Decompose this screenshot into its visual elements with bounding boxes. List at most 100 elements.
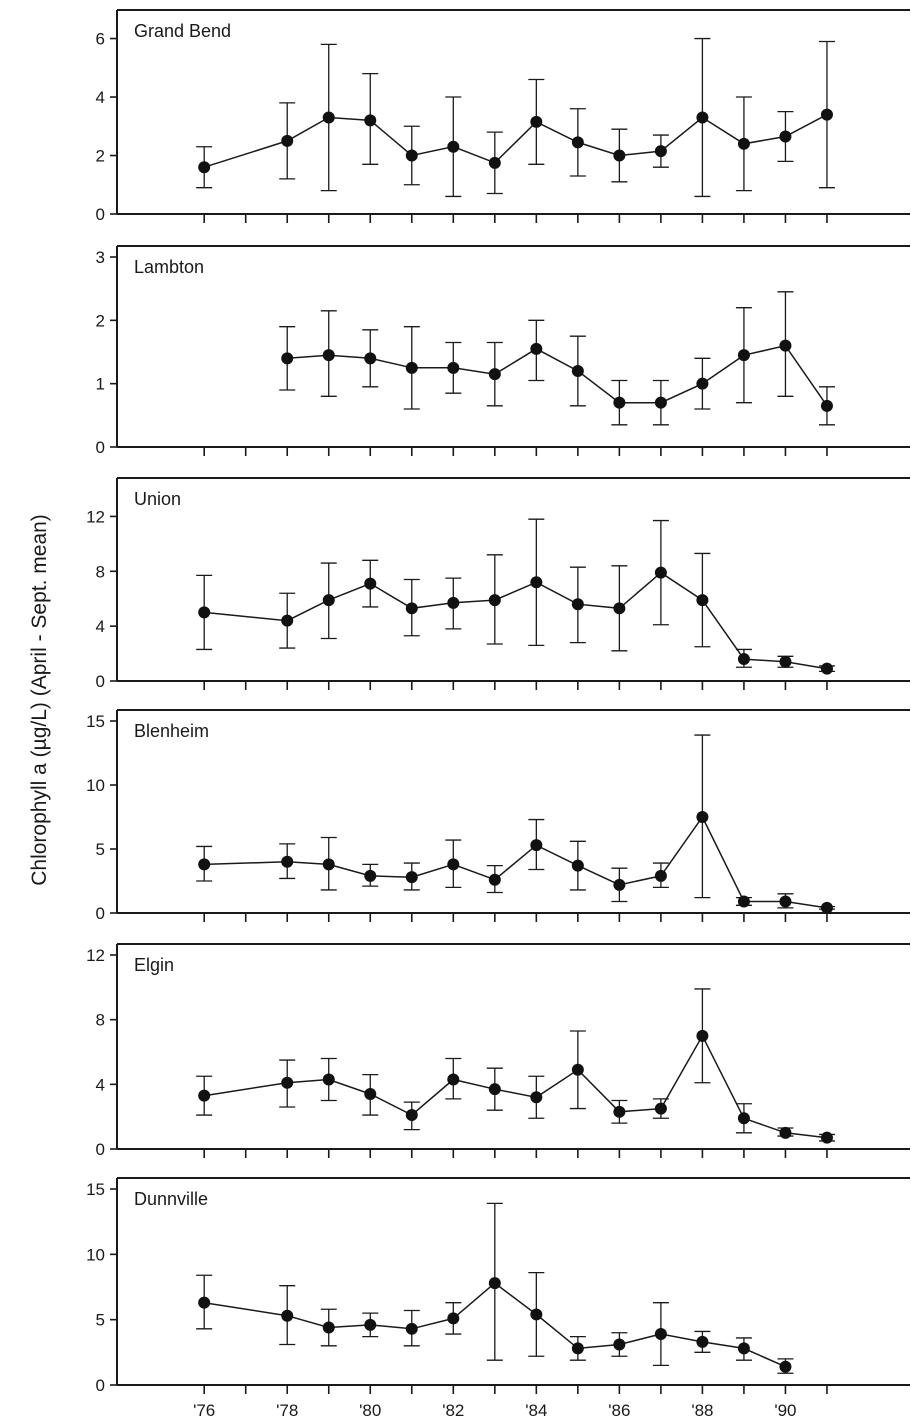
- data-point: [198, 606, 211, 619]
- data-point: [364, 352, 377, 365]
- data-point: [530, 342, 543, 355]
- data-point: [530, 115, 543, 128]
- data-point: [737, 895, 750, 908]
- data-point: [447, 858, 460, 871]
- data-point: [530, 576, 543, 589]
- data-point: [779, 339, 792, 352]
- data-point: [737, 653, 750, 666]
- y-tick-label: 4: [96, 88, 105, 107]
- y-tick-label: 2: [96, 311, 105, 330]
- data-point: [820, 108, 833, 121]
- y-tick-label: 10: [86, 776, 105, 795]
- data-point: [820, 662, 833, 675]
- y-tick-label: 0: [96, 904, 105, 923]
- data-point: [281, 614, 294, 627]
- data-point: [571, 136, 584, 149]
- data-point: [488, 368, 501, 381]
- panel-label: Union: [134, 489, 181, 509]
- data-point: [654, 566, 667, 579]
- y-tick-label: 8: [96, 1011, 105, 1030]
- data-point: [571, 365, 584, 377]
- panel-lambton: 0 1 2 3 Lambton: [96, 245, 910, 457]
- y-tick-label: 0: [96, 1376, 105, 1395]
- data-point: [779, 1360, 792, 1373]
- data-point: [613, 1105, 626, 1118]
- data-point: [447, 361, 460, 374]
- data-point: [364, 1088, 377, 1101]
- data-point: [281, 1309, 294, 1322]
- data-point: [737, 349, 750, 362]
- x-tick-label: '76: [193, 1401, 215, 1420]
- data-point: [488, 873, 501, 886]
- data-point: [696, 811, 709, 823]
- data-point: [820, 901, 833, 914]
- data-point: [364, 114, 377, 127]
- y-tick-label: 15: [86, 1180, 105, 1199]
- data-point: [779, 655, 792, 668]
- panel-label: Elgin: [134, 955, 174, 975]
- data-point: [696, 111, 709, 124]
- panel-blenheim: 0 5 10 15 Blenheim: [86, 709, 910, 923]
- data-point: [488, 1277, 501, 1290]
- data-point: [447, 140, 460, 153]
- data-point: [571, 1342, 584, 1355]
- data-point: [530, 1091, 543, 1104]
- data-point: [405, 1322, 418, 1335]
- data-point: [198, 1296, 211, 1309]
- data-point: [281, 352, 294, 365]
- data-point: [322, 1321, 335, 1334]
- data-point: [198, 1089, 211, 1102]
- data-point: [405, 602, 418, 615]
- data-point: [654, 396, 667, 409]
- data-point: [198, 858, 211, 871]
- series-line: [203, 113, 828, 168]
- data-point: [281, 855, 294, 868]
- data-point: [405, 149, 418, 162]
- data-point: [364, 577, 377, 590]
- x-tick-label: '84: [525, 1401, 547, 1420]
- data-point: [322, 594, 335, 607]
- data-point: [613, 878, 626, 891]
- data-point: [322, 111, 335, 124]
- y-tick-label: 0: [96, 1140, 105, 1159]
- panel-label: Dunnville: [134, 1189, 208, 1209]
- data-point: [737, 137, 750, 150]
- y-tick-label: 12: [86, 946, 105, 965]
- data-point: [654, 145, 667, 158]
- data-point: [654, 1328, 667, 1341]
- data-point: [613, 1338, 626, 1351]
- series-line: [204, 1034, 828, 1139]
- data-point: [779, 130, 792, 143]
- y-tick-label: 1: [96, 375, 105, 394]
- x-tick-label: '90: [774, 1401, 796, 1420]
- data-point: [820, 399, 833, 412]
- data-point: [613, 149, 626, 162]
- data-point: [405, 361, 418, 374]
- data-point: [820, 1131, 833, 1144]
- data-point: [322, 1073, 335, 1086]
- data-point: [364, 1318, 377, 1331]
- y-tick-label: 5: [96, 840, 105, 859]
- data-point: [488, 594, 501, 607]
- panel-elgin: 0 4 8 12 Elgin: [86, 943, 910, 1159]
- y-tick-label: 0: [96, 438, 105, 457]
- panel-dunnville: 0 5 10 15 Dunnville: [86, 1177, 910, 1395]
- data-point: [447, 1312, 460, 1325]
- data-point: [696, 1335, 709, 1348]
- y-tick-label: 5: [96, 1311, 105, 1330]
- y-tick-label: 6: [96, 30, 105, 49]
- data-point: [530, 839, 543, 852]
- y-tick-label: 10: [86, 1245, 105, 1264]
- panel-label: Lambton: [134, 257, 204, 277]
- series-line: [287, 344, 828, 407]
- y-tick-label: 8: [96, 562, 105, 581]
- data-point: [447, 596, 460, 609]
- data-point: [737, 1112, 750, 1125]
- y-tick-label: 4: [96, 1075, 105, 1094]
- data-point: [696, 1029, 709, 1042]
- data-point: [696, 594, 709, 607]
- series-line: [204, 815, 828, 909]
- data-point: [488, 1083, 501, 1096]
